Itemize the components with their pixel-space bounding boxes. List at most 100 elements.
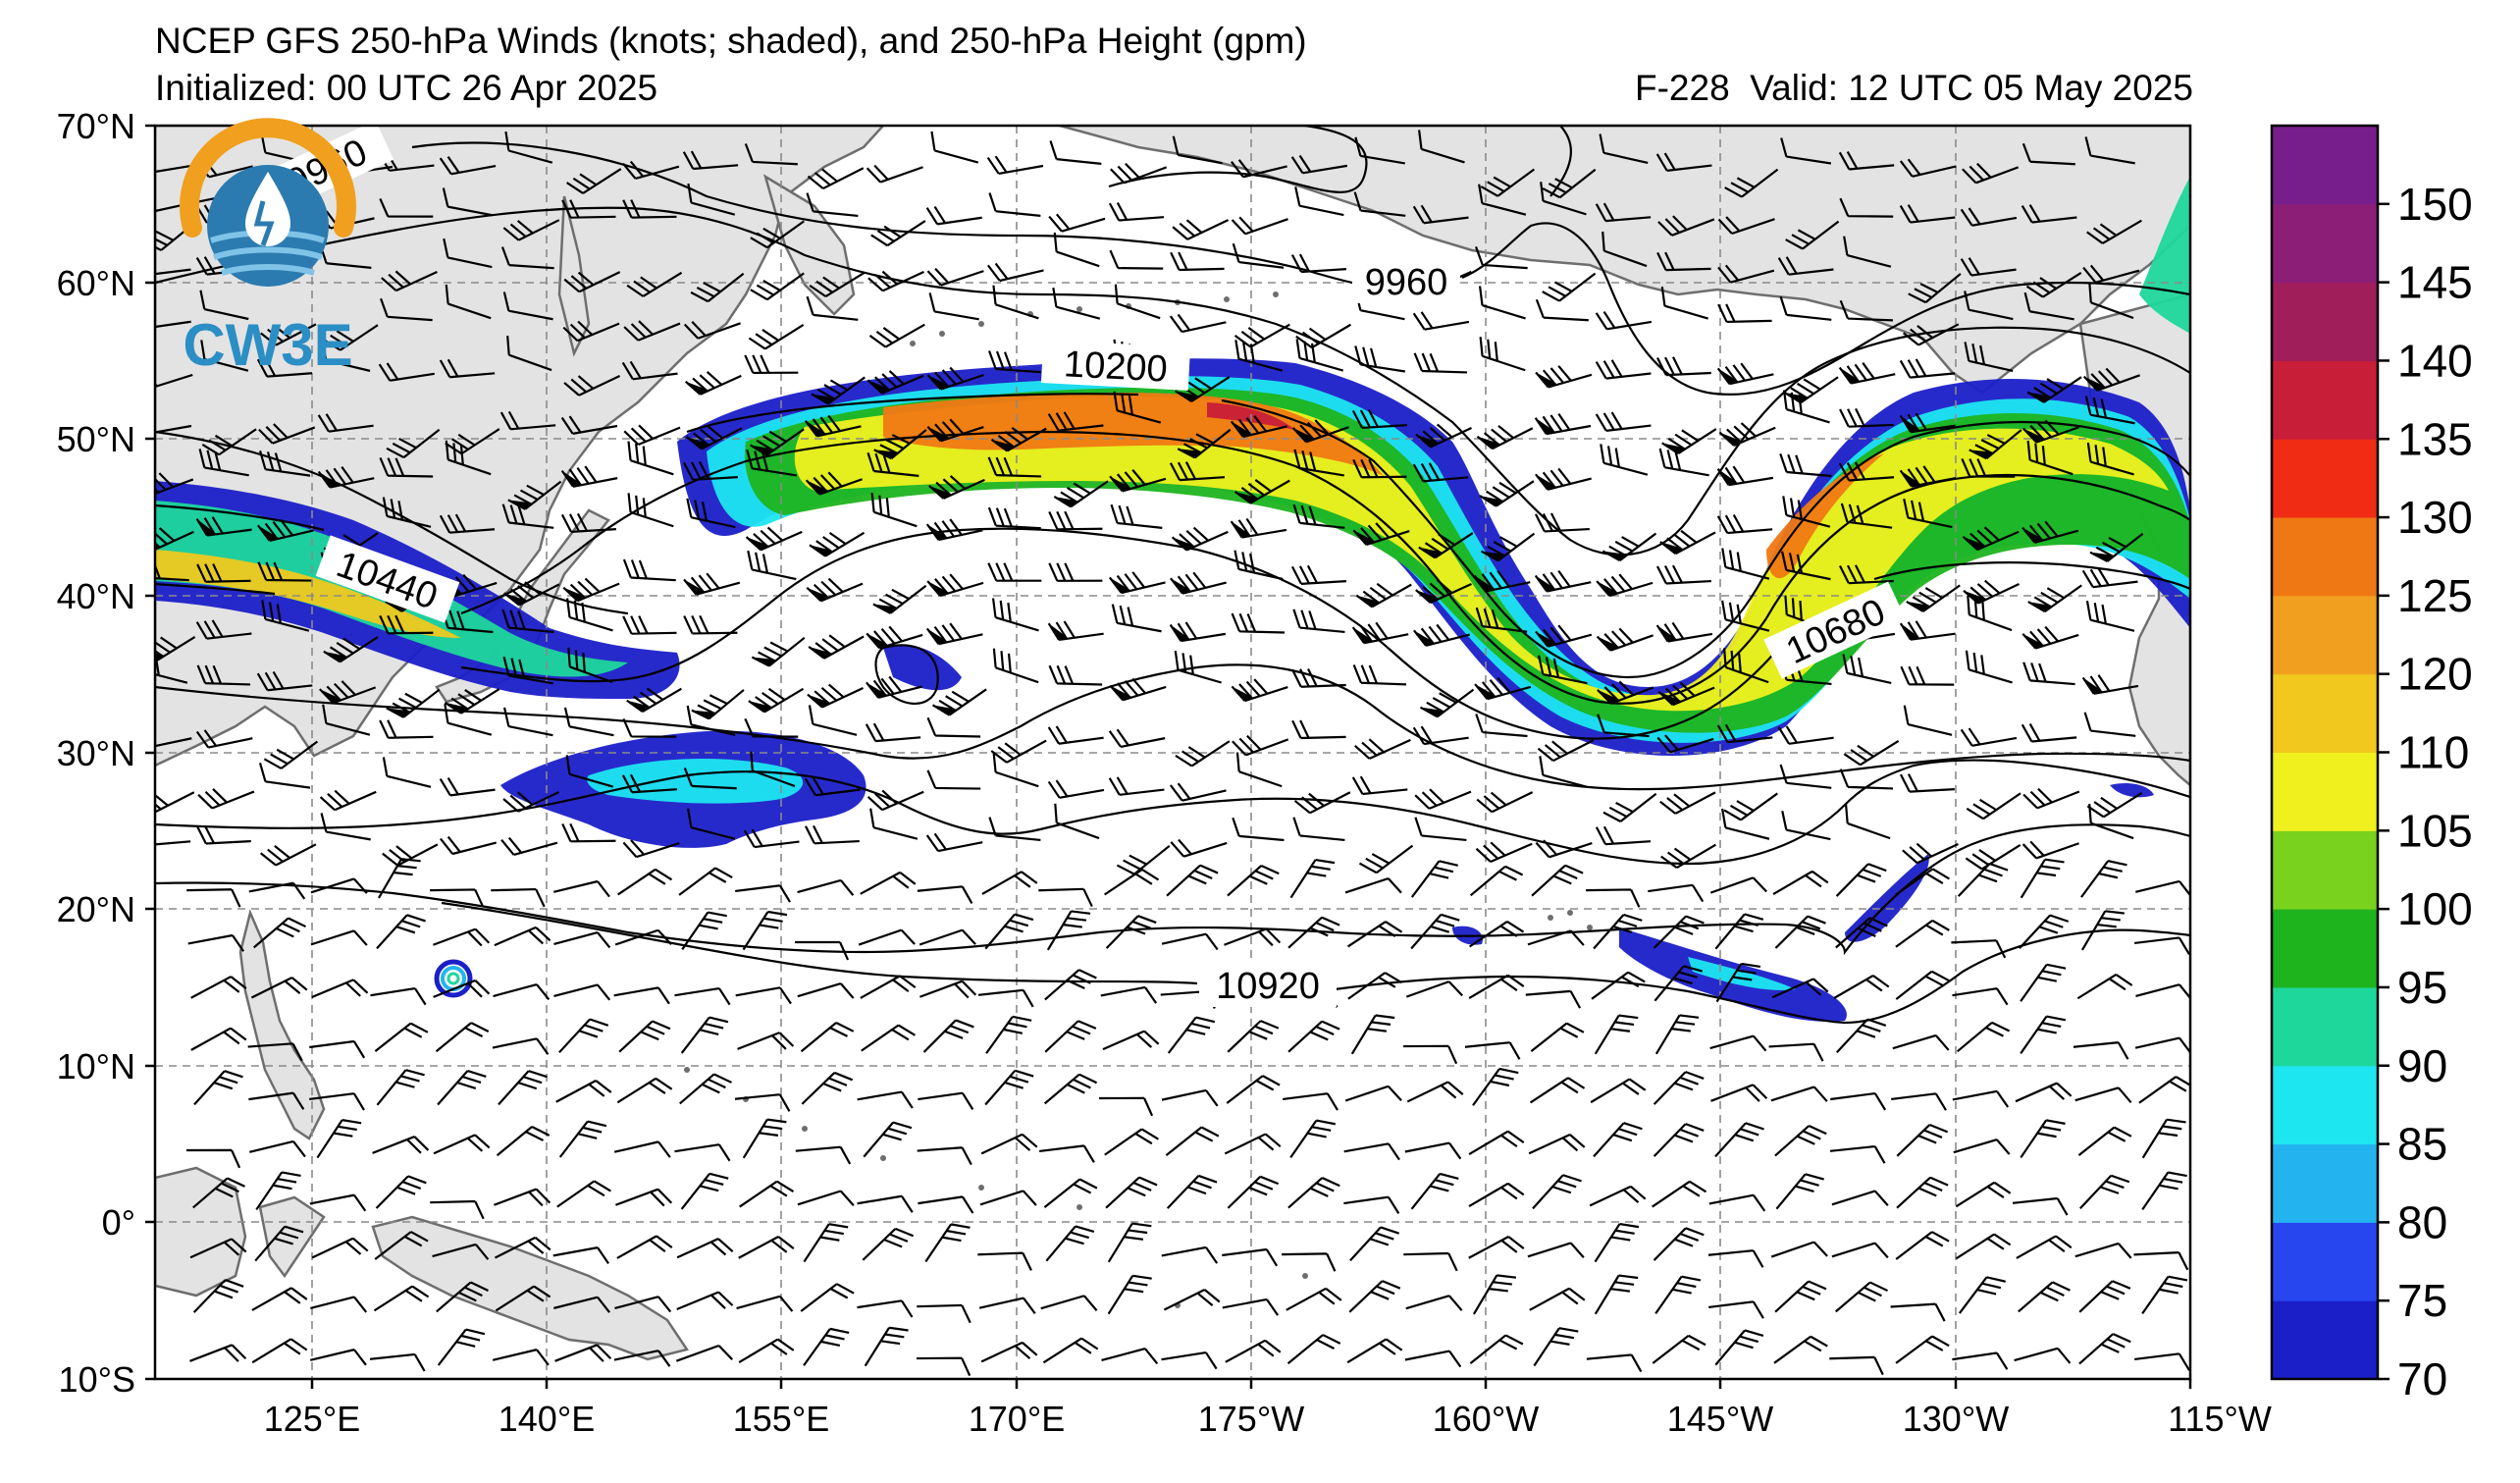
wind-barb	[2089, 532, 2144, 562]
wind-barb	[1709, 876, 1767, 894]
wind-barb	[155, 415, 192, 436]
wind-barb	[1779, 295, 1832, 321]
wind-barb	[1222, 1247, 1279, 1267]
wind-barb	[250, 977, 308, 999]
wind-barb	[800, 1283, 855, 1312]
wind-barb	[749, 428, 805, 456]
wind-barb	[988, 817, 1041, 842]
colorbar-segment	[2272, 830, 2378, 910]
wind-barb	[201, 428, 257, 456]
wind-barb	[566, 168, 622, 194]
wind-barb	[1113, 391, 1162, 424]
wind-barb	[1044, 969, 1097, 1001]
wind-barb	[247, 1042, 303, 1062]
wind-barb	[864, 1326, 909, 1367]
wind-barb	[1537, 655, 1588, 685]
wind-barb	[561, 199, 616, 219]
valid-time: Valid: 12 UTC 05 May 2025	[1750, 68, 2193, 108]
wind-barb	[1047, 725, 1104, 745]
wind-barb	[1351, 621, 1409, 645]
wind-barb	[2026, 441, 2074, 476]
wind-barb	[1895, 868, 1950, 896]
wind-barb	[1586, 1353, 1643, 1373]
wind-barb	[685, 371, 742, 396]
wind-barb	[1722, 648, 1769, 684]
wind-barb	[1351, 408, 1407, 430]
wind-barb	[987, 562, 1042, 582]
wind-barb	[1655, 621, 1713, 643]
wind-barb	[1048, 664, 1103, 686]
wind-barb	[1782, 390, 1830, 424]
wind-barb	[1775, 1173, 1824, 1210]
wind-barb	[809, 531, 866, 557]
wind-barb	[1170, 571, 1227, 595]
wind-barb	[917, 1303, 971, 1324]
wind-barb	[1777, 256, 1834, 276]
wind-barb	[319, 789, 377, 812]
wind-barb	[1964, 342, 2014, 373]
wind-barb	[2078, 1174, 2130, 1209]
wind-barb	[1960, 207, 2018, 227]
colorbar-segment	[2272, 126, 2378, 205]
wind-barb	[1774, 1125, 1827, 1157]
wind-barb	[1045, 1225, 1095, 1262]
wind-barb	[622, 839, 680, 859]
colorbar-segment	[2272, 1143, 2378, 1223]
wind-barb	[1957, 862, 2009, 897]
wind-barb	[310, 877, 368, 894]
wind-barb	[195, 516, 252, 537]
wind-barb	[2134, 936, 2190, 955]
wind-barb	[1289, 858, 1336, 899]
wind-barb	[155, 256, 191, 277]
wind-barb	[860, 871, 917, 895]
wind-barb	[554, 1344, 612, 1362]
wind-barb	[430, 1199, 485, 1220]
colorbar-tick-label: 130	[2397, 492, 2473, 543]
wind-barb	[1406, 1081, 1464, 1103]
wind-barb	[1774, 1280, 1827, 1313]
wind-barb	[678, 867, 733, 896]
wind-barb	[1839, 299, 1894, 322]
lon-label: 175°W	[1198, 1399, 1304, 1439]
lon-label: 140°E	[499, 1399, 595, 1439]
wind-barb	[1048, 510, 1103, 531]
wind-barb	[502, 656, 553, 685]
wind-barb	[1110, 162, 1168, 185]
wind-barb	[309, 1193, 367, 1212]
wind-barb	[502, 791, 560, 813]
wind-barb	[1903, 499, 1953, 529]
colorbar-tick-label: 90	[2397, 1040, 2447, 1091]
wind-barb	[2074, 1242, 2132, 1259]
wind-barb	[1286, 1287, 1342, 1311]
wind-barb	[1404, 1141, 1462, 1160]
wind-barb	[1053, 480, 1109, 508]
wind-barb	[433, 1134, 491, 1155]
wind-barb	[260, 323, 317, 346]
wind-barb	[1047, 620, 1104, 642]
wind-barb	[1475, 714, 1528, 738]
wind-barb	[980, 1133, 1038, 1155]
wind-barb	[192, 1177, 245, 1209]
wind-barb	[866, 164, 923, 184]
wind-barb	[1714, 1329, 1764, 1366]
wind-barb	[751, 636, 806, 667]
jet-west-110kt	[155, 550, 461, 638]
wind-barb	[809, 271, 866, 297]
wind-barb	[674, 986, 731, 1006]
wind-barb	[746, 449, 798, 477]
wind-barb	[621, 360, 678, 381]
wind-barb	[370, 986, 427, 1006]
lon-label: 130°W	[1903, 1399, 2009, 1439]
wind-barb	[496, 1126, 551, 1157]
wind-barb	[1480, 532, 1536, 562]
wind-barb	[1714, 913, 1764, 950]
wind-barbs	[155, 130, 2190, 1377]
wind-barb	[931, 688, 987, 716]
wind-barb	[2027, 584, 2082, 613]
wind-barb	[1900, 665, 1955, 686]
lat-label: 30°N	[57, 733, 135, 773]
wind-barb	[1533, 1327, 1579, 1367]
wind-barb	[917, 1356, 971, 1377]
wind-barb	[1161, 1351, 1218, 1370]
land-philippines	[238, 909, 326, 1140]
